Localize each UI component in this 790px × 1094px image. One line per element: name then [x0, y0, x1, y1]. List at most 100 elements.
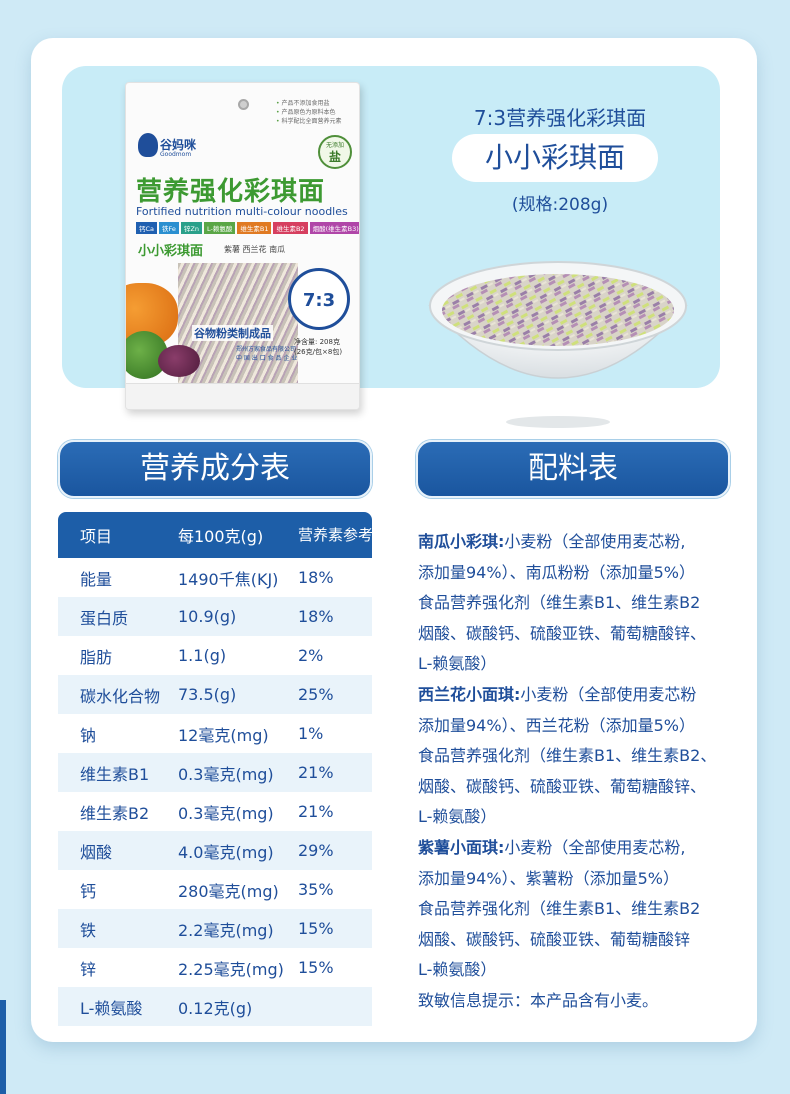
- cell-nrv: 2%: [298, 646, 324, 665]
- no-salt-seal: 无添加 盐: [318, 135, 352, 169]
- cell-item: 烟酸: [80, 842, 113, 862]
- table-row: 钙 280毫克(mg) 35%: [58, 870, 372, 909]
- table-row: 烟酸 4.0毫克(mg) 29%: [58, 831, 372, 870]
- col-header-per100g: 每100克(g): [178, 527, 264, 546]
- table-row: 铁 2.2毫克(mg) 15%: [58, 909, 372, 948]
- nutrition-table: 项目 每100克(g) 营养素参考值% 能量 1490千焦(KJ) 18% 蛋白质 10…: [58, 512, 402, 1026]
- cell-item: 锌: [80, 959, 97, 979]
- cell-nrv: 18%: [298, 607, 334, 626]
- ingredient-line: 南瓜小彩琪:小麦粉（全部使用麦芯粉,: [418, 532, 686, 551]
- cell-per100g: 2.2毫克(mg): [178, 920, 274, 940]
- table-row: 维生素B2 0.3毫克(mg) 21%: [58, 792, 372, 831]
- net-line: (26克/包×8包): [294, 348, 343, 356]
- package-title-en: Fortified nutrition multi-colour noodles: [136, 205, 348, 218]
- brand-name-en: Goodmom: [160, 151, 192, 158]
- cell-item: 能量: [80, 569, 113, 589]
- cell-nrv: 35%: [298, 880, 334, 899]
- ingredient-line: 烟酸、碳酸钙、硫酸亚铁、葡萄糖酸锌、: [418, 623, 707, 643]
- table-row: 锌 2.25毫克(mg) 15%: [58, 948, 372, 987]
- package-note: 科学配比全面营养元素: [276, 117, 358, 126]
- package-title: 营养强化彩琪面: [136, 177, 326, 207]
- cell-item: 蛋白质: [80, 608, 129, 628]
- cell-item: 钠: [80, 725, 97, 745]
- ingredients-list: 南瓜小彩琪:小麦粉（全部使用麦芯粉, 添加量94%）、南瓜粉粉（添加量5%） 食品营…: [418, 527, 740, 1017]
- package-flavors: 紫薯 西兰花 南瓜: [224, 245, 286, 254]
- cell-item: L-赖氨酸: [80, 998, 143, 1018]
- nutrient-chip: 维生素B1: [237, 222, 272, 234]
- nutrient-chip: 锌Zn: [180, 222, 202, 234]
- table-row: 碳水化合物 73.5(g) 25%: [58, 675, 372, 714]
- cell-nrv: 29%: [298, 841, 334, 860]
- table-row: 蛋白质 10.9(g) 18%: [58, 597, 372, 636]
- hang-hole-icon: [238, 99, 249, 110]
- cell-nrv: 25%: [298, 685, 334, 704]
- nutrient-chip: 烟酸(维生素B3): [309, 222, 359, 234]
- ingredient-line: 烟酸、碳酸钙、硫酸亚铁、葡萄糖酸锌、: [418, 776, 707, 796]
- cell-item: 维生素B1: [80, 764, 150, 784]
- table-header-row: 项目 每100克(g) 营养素参考值%: [58, 512, 402, 558]
- ratio-badge-text: 7:3: [302, 290, 336, 311]
- package-note: 产品不添加食用盐: [276, 99, 358, 108]
- nutrient-chip: 维生素B2: [273, 222, 308, 234]
- seal-mid-text: 盐: [328, 150, 341, 164]
- package-note: 产品原色为原料本色: [276, 108, 358, 117]
- table-row: 钠 12毫克(mg) 1%: [58, 714, 372, 753]
- ingredient-label: 西兰花小面琪:: [418, 684, 521, 704]
- ingredient-line: 食品营养强化剂（维生素B1、维生素B2、: [418, 746, 717, 766]
- cell-per100g: 0.3毫克(mg): [178, 764, 274, 784]
- allergy-notice: 致敏信息提示：本产品含有小麦。: [418, 990, 659, 1010]
- cell-per100g: 0.3毫克(mg): [178, 803, 274, 823]
- ingredient-line: 西兰花小面琪:小麦粉（全部使用麦芯粉: [418, 684, 697, 704]
- package-net-weight: 净含量: 208克 (26克/包×8包): [294, 337, 342, 357]
- cell-nrv: 15%: [298, 958, 334, 977]
- seal-top-text: 无添加: [325, 142, 344, 149]
- ingredient-line: 紫薯小面琪:小麦粉（全部使用麦芯粉,: [418, 837, 686, 857]
- left-edge-strip: [0, 1000, 6, 1094]
- brand-name: 谷妈咪: [160, 138, 197, 152]
- ingredient-line: 食品营养强化剂（维生素B1、维生素B2: [418, 899, 701, 919]
- hero-product-name: 小小彩琪面: [452, 134, 658, 182]
- package-category: 谷物粉类制成品: [192, 325, 273, 341]
- nutrient-chip: L-赖氨酸: [204, 222, 236, 234]
- cell-item: 脂肪: [80, 647, 113, 667]
- cell-per100g: 73.5(g): [178, 685, 237, 704]
- table-row: L-赖氨酸 0.12克(g): [58, 987, 372, 1026]
- cell-item: 铁: [80, 920, 97, 940]
- ingredient-label: 南瓜小彩琪:: [418, 532, 505, 551]
- ingredient-line: 添加量94%）、紫薯粉（添加量5%）: [418, 868, 679, 888]
- cell-per100g: 10.9(g): [178, 607, 237, 626]
- maker-line: 郑州方家食品有限公司: [236, 346, 297, 353]
- maker-line: 中 国 出 口 食 品 企 业: [236, 355, 298, 362]
- cell-item: 维生素B2: [80, 803, 150, 823]
- cell-nrv: 1%: [298, 724, 324, 743]
- ratio-badge: 7:3: [288, 268, 350, 330]
- cell-nrv: 21%: [298, 763, 334, 782]
- cell-nrv: 15%: [298, 919, 334, 938]
- product-package-image: 产品不添加食用盐 产品原色为原料本色 科学配比全面营养元素 谷妈咪 Goodmo…: [125, 82, 360, 410]
- cell-per100g: 12毫克(mg): [178, 725, 269, 745]
- cell-item: 碳水化合物: [80, 686, 161, 706]
- ingredient-line: L-赖氨酸）: [418, 960, 497, 980]
- table-row: 脂肪 1.1(g) 2%: [58, 636, 372, 675]
- net-line: 净含量: 208克: [294, 338, 340, 346]
- cell-per100g: 280毫克(mg): [178, 881, 279, 901]
- nutrient-chip: 钙Ca: [136, 222, 158, 234]
- package-subname: 小小彩琪面: [138, 244, 204, 259]
- package-maker: 郑州方家食品有限公司 中 国 出 口 食 品 企 业: [236, 345, 297, 363]
- package-bottom-seal: [126, 383, 359, 409]
- noodle-bowl-image: [428, 261, 688, 428]
- ingredient-label: 紫薯小面琪:: [418, 837, 505, 857]
- cell-nrv: 18%: [298, 568, 334, 587]
- ingredient-line: 食品营养强化剂（维生素B1、维生素B2: [418, 593, 701, 613]
- nutrition-header: 营养成分表: [58, 440, 372, 498]
- cell-nrv: 21%: [298, 802, 334, 821]
- ingredient-line: 添加量94%）、西兰花粉（添加量5%）: [418, 715, 695, 735]
- col-header-item: 项目: [80, 527, 113, 546]
- ingredient-line: L-赖氨酸）: [418, 807, 497, 827]
- brand-logo-icon: [138, 133, 158, 157]
- ingredient-line: L-赖氨酸）: [418, 654, 497, 674]
- cell-per100g: 0.12克(g): [178, 998, 253, 1018]
- cell-per100g: 1.1(g): [178, 646, 227, 665]
- purple-potato-icon: [158, 345, 200, 377]
- package-notes: 产品不添加食用盐 产品原色为原料本色 科学配比全面营养元素: [276, 99, 358, 126]
